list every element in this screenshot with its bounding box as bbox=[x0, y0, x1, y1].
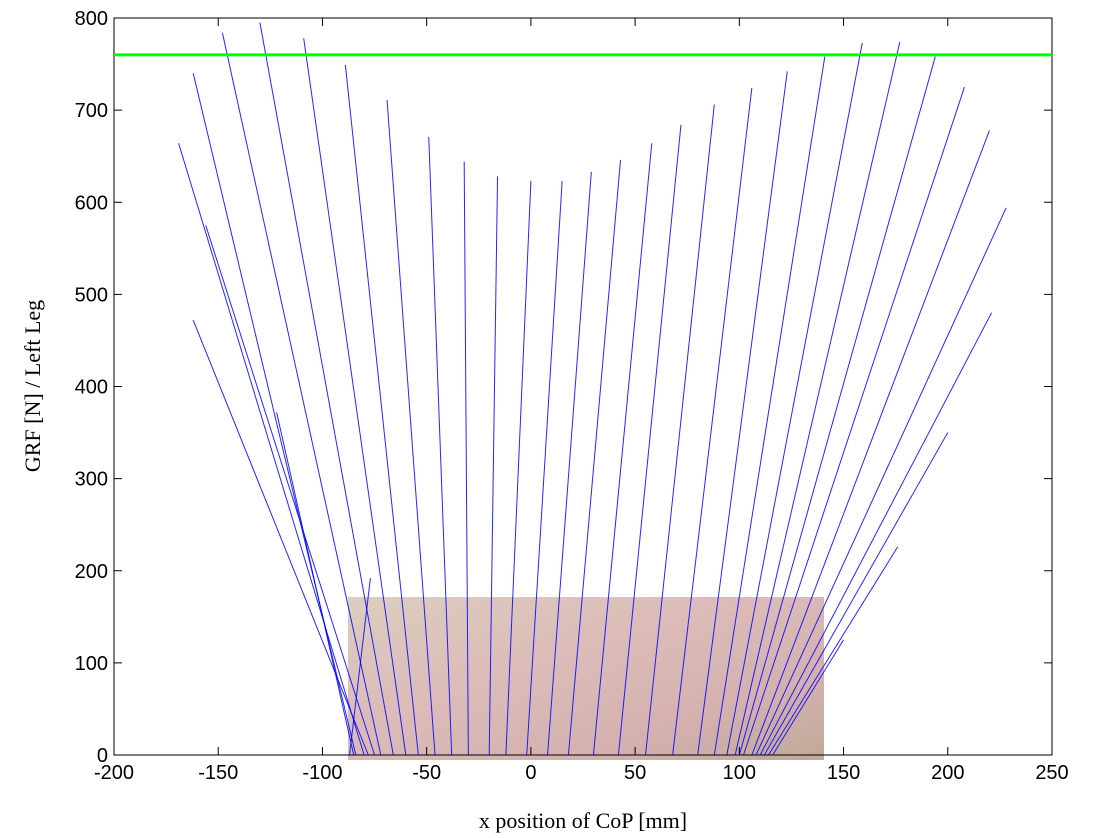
force-vector bbox=[386, 99, 436, 756]
force-vector bbox=[759, 312, 992, 756]
y-tick-label: 100 bbox=[75, 653, 108, 675]
foot-photo bbox=[348, 597, 824, 760]
force-vector bbox=[645, 104, 715, 756]
x-tick-label: 150 bbox=[827, 762, 860, 784]
force-vector bbox=[697, 71, 788, 756]
y-tick-label: 800 bbox=[75, 8, 108, 30]
x-tick-label: 200 bbox=[931, 762, 964, 784]
x-tick-label: 50 bbox=[624, 762, 646, 784]
force-vector bbox=[743, 86, 965, 756]
y-axis-label: GRF [N] / Left Leg bbox=[20, 300, 45, 472]
x-tick-label: 250 bbox=[1035, 762, 1068, 784]
force-vector bbox=[617, 124, 682, 756]
force-vector bbox=[349, 578, 371, 756]
force-vector bbox=[547, 171, 592, 756]
force-vector bbox=[344, 64, 419, 756]
x-axis-label: x position of CoP [mm] bbox=[479, 808, 687, 833]
force-vector bbox=[713, 56, 826, 756]
force-vector bbox=[505, 181, 532, 756]
force-vector bbox=[567, 159, 622, 756]
y-tick-label: 400 bbox=[75, 377, 108, 399]
x-tick-label: -200 bbox=[94, 762, 134, 784]
force-vector bbox=[734, 41, 901, 756]
force-vector bbox=[592, 143, 653, 756]
force-vector bbox=[772, 639, 844, 756]
y-tick-label: 200 bbox=[75, 561, 108, 583]
x-tick-label: -100 bbox=[302, 762, 342, 784]
force-vector bbox=[221, 32, 382, 756]
force-vector bbox=[751, 130, 990, 756]
x-tick-label: 0 bbox=[525, 762, 536, 784]
force-vector bbox=[463, 161, 469, 756]
force-vector bbox=[205, 225, 376, 756]
force-vector bbox=[276, 412, 355, 756]
y-tick-label: 300 bbox=[75, 469, 108, 491]
y-tick-label: 700 bbox=[75, 100, 108, 122]
force-vector bbox=[192, 319, 369, 756]
x-tick-label: -150 bbox=[198, 762, 238, 784]
x-tick-label: -50 bbox=[412, 762, 441, 784]
force-vector bbox=[768, 546, 899, 756]
force-vector bbox=[738, 56, 936, 756]
x-tick-label: 100 bbox=[723, 762, 756, 784]
force-vector bbox=[488, 176, 499, 756]
force-vector bbox=[178, 143, 365, 756]
force-vector bbox=[672, 87, 753, 756]
force-vector bbox=[755, 207, 1007, 756]
y-tick-label: 500 bbox=[75, 284, 108, 306]
force-vector bbox=[726, 42, 863, 756]
force-vector bbox=[526, 181, 563, 756]
y-tick-label: 600 bbox=[75, 192, 108, 214]
y-tick-label: 0 bbox=[97, 745, 108, 767]
force-vector bbox=[763, 432, 949, 756]
force-vector bbox=[192, 73, 357, 756]
force-vector bbox=[259, 22, 394, 756]
force-vector bbox=[428, 136, 453, 756]
force-vector bbox=[303, 38, 407, 756]
